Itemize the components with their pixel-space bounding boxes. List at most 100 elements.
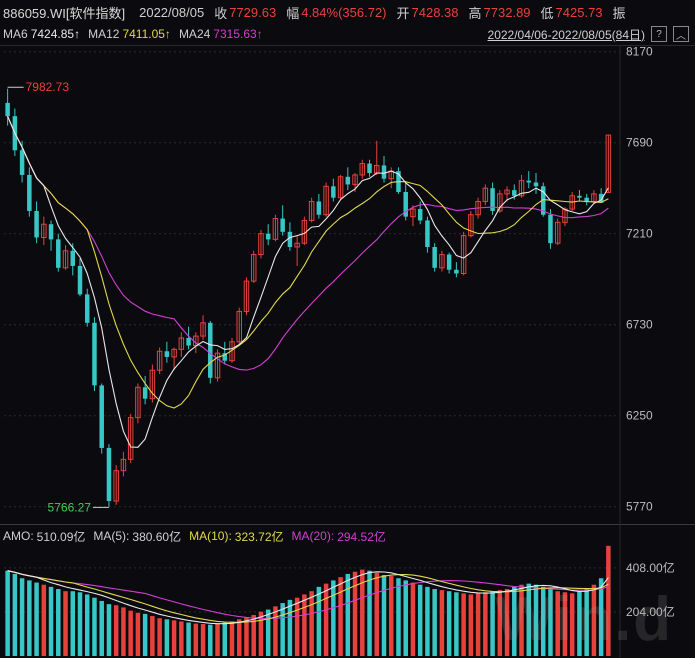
volume-bar bbox=[186, 622, 191, 656]
help-icon[interactable]: ? bbox=[651, 26, 667, 42]
candle-body bbox=[446, 254, 452, 270]
volume-bar bbox=[316, 586, 322, 656]
volume-bar bbox=[77, 592, 83, 656]
volume-bar bbox=[504, 589, 510, 656]
volume-bar bbox=[63, 591, 68, 656]
volume-bar bbox=[475, 593, 481, 656]
change-value: 4.84%(356.72) bbox=[301, 4, 387, 20]
watermark: Win.d bbox=[495, 585, 674, 654]
ma20-label: MA(20): bbox=[291, 529, 335, 543]
ma10-value: 323.72亿 bbox=[234, 529, 284, 544]
candle-body bbox=[468, 214, 474, 237]
candle-body bbox=[236, 310, 242, 343]
volume-bar bbox=[512, 586, 517, 656]
volume-bar bbox=[215, 623, 220, 656]
candle-body bbox=[352, 174, 358, 185]
candle-body bbox=[554, 221, 561, 244]
volume-bar bbox=[490, 591, 495, 656]
volume-bar bbox=[468, 594, 474, 656]
ma6-value: 7424.85↑ bbox=[30, 27, 81, 41]
candle-body bbox=[540, 186, 546, 215]
candle-body bbox=[186, 337, 191, 346]
volume-bar bbox=[128, 610, 133, 656]
candle-body bbox=[345, 176, 351, 185]
price-tick-label: 5770 bbox=[626, 500, 653, 514]
volume-bar bbox=[309, 591, 314, 656]
candle-body bbox=[454, 269, 459, 274]
ma24-line bbox=[7, 115, 609, 371]
candle-body bbox=[504, 189, 510, 195]
volume-bar bbox=[323, 583, 329, 656]
candle-body bbox=[200, 322, 206, 337]
candle-body bbox=[135, 386, 141, 419]
volume-bar bbox=[236, 619, 242, 656]
symbol-name: 886059.WI[软件指数] bbox=[3, 5, 126, 21]
candle-body bbox=[403, 191, 408, 217]
candle-body bbox=[156, 350, 163, 371]
volume-bar bbox=[34, 582, 39, 656]
volume-bar bbox=[417, 584, 423, 656]
candle-body bbox=[294, 242, 300, 248]
ma5-value: 380.60亿 bbox=[132, 529, 182, 544]
volume-ma10-line bbox=[7, 570, 609, 623]
candle-body bbox=[27, 174, 32, 211]
amo-legend: AMO: 510.09亿 MA(5): 380.60亿 MA(10): 323.… bbox=[0, 526, 695, 546]
candle-body bbox=[222, 353, 228, 361]
volume-bar bbox=[99, 600, 104, 656]
candle-body bbox=[381, 165, 387, 179]
ma6-line bbox=[7, 115, 609, 448]
candle-body bbox=[265, 233, 271, 240]
candle-body bbox=[460, 235, 467, 275]
volume-bar bbox=[439, 590, 445, 656]
candle-body bbox=[584, 197, 589, 202]
amplitude-label: 振 bbox=[612, 5, 626, 21]
volume-bar bbox=[229, 621, 235, 656]
candle-body bbox=[142, 387, 148, 399]
volume-bar bbox=[374, 572, 380, 656]
price-tick-label: 8170 bbox=[626, 45, 653, 59]
candle-body bbox=[308, 200, 315, 221]
candle-body bbox=[99, 385, 104, 448]
candle-body bbox=[164, 351, 170, 357]
candle-body bbox=[19, 150, 25, 175]
volume-bar bbox=[84, 594, 90, 656]
volume-bar bbox=[244, 617, 249, 656]
volume-bar bbox=[606, 545, 611, 656]
candle-body bbox=[425, 220, 430, 247]
volume-bar bbox=[497, 590, 503, 656]
volume-bar bbox=[410, 582, 416, 656]
volume-bar bbox=[526, 583, 532, 656]
volume-bar bbox=[367, 570, 372, 656]
volume-bar bbox=[584, 587, 589, 656]
volume-bar bbox=[403, 580, 408, 656]
candle-body bbox=[482, 187, 489, 202]
close-label: 收 bbox=[214, 5, 228, 21]
date-range-link[interactable]: 2022/04/06-2022/08/05(84日) bbox=[487, 27, 645, 42]
volume-bar bbox=[345, 573, 351, 656]
volume-bar bbox=[179, 621, 184, 656]
chevron-up-icon[interactable]: ︿ bbox=[673, 26, 689, 42]
high-label: 高 bbox=[468, 5, 482, 21]
volume-bar bbox=[352, 571, 358, 656]
open-label: 开 bbox=[396, 5, 410, 21]
change-label: 幅 bbox=[286, 5, 300, 21]
volume-bar bbox=[222, 622, 228, 656]
price-tick-label: 7690 bbox=[626, 136, 653, 150]
volume-bar bbox=[360, 569, 365, 656]
volume-bar bbox=[135, 612, 141, 656]
candle-body bbox=[518, 180, 525, 197]
volume-bar bbox=[258, 611, 264, 656]
candle-body bbox=[106, 447, 112, 502]
candle-body bbox=[243, 280, 250, 312]
volume-bar bbox=[425, 586, 430, 656]
ma20-value: 294.52亿 bbox=[337, 529, 386, 544]
candle-body bbox=[526, 180, 532, 183]
volume-bar bbox=[5, 570, 10, 656]
volume-bar bbox=[121, 607, 126, 656]
volume-bar bbox=[591, 584, 597, 656]
candle-body bbox=[250, 254, 257, 282]
volume-bar bbox=[454, 592, 459, 656]
volume-ma20-line bbox=[7, 570, 609, 619]
candle-body bbox=[208, 322, 213, 378]
